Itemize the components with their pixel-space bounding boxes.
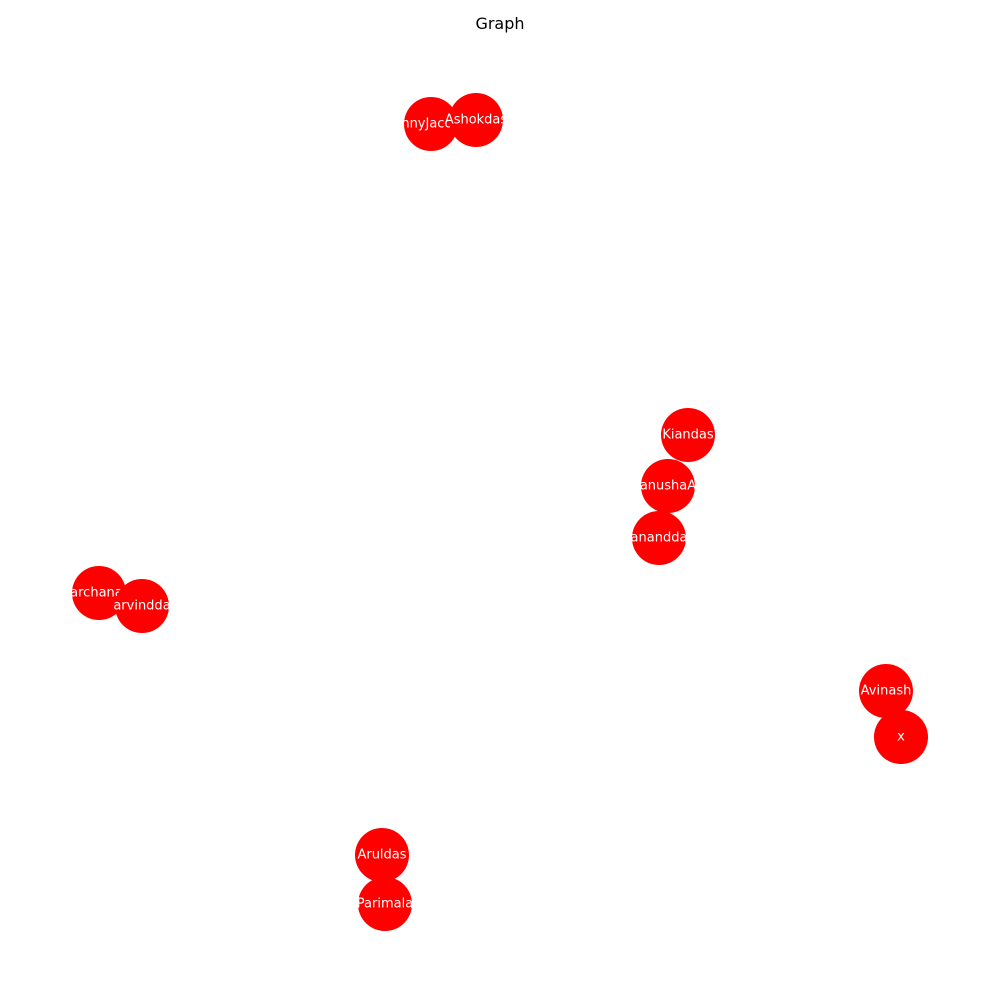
node-circle: [404, 97, 458, 151]
graph-node: x: [874, 710, 928, 764]
graph-node: Aruldas: [355, 828, 409, 882]
graph-node: arvindda: [113, 579, 171, 633]
graph-node: Ashokdas: [445, 93, 508, 147]
node-label: Parimala: [357, 897, 413, 912]
node-label: Aruldas: [357, 848, 406, 863]
node-circle: [115, 579, 169, 633]
node-label: Ashokdas: [445, 113, 508, 128]
node-circle: [358, 877, 412, 931]
node-circle: [874, 710, 928, 764]
node-circle: [449, 93, 503, 147]
node-label: anandda: [631, 531, 688, 546]
graph-title: Graph: [475, 14, 524, 33]
node-circle: [859, 664, 913, 718]
node-circle: [661, 408, 715, 462]
graph-node: archanat: [70, 566, 128, 620]
node-label: Kiandas: [662, 428, 714, 443]
node-label: archanat: [70, 586, 128, 601]
node-label: nnyJacob: [401, 117, 460, 132]
node-label: Avinash: [861, 684, 912, 699]
graph-node: Avinash: [859, 664, 913, 718]
node-label: x: [897, 730, 905, 745]
node-circle: [641, 459, 695, 513]
node-circle: [355, 828, 409, 882]
node-circle: [632, 511, 686, 565]
node-label: anushaA: [640, 479, 696, 494]
graph-node: nnyJacob: [401, 97, 461, 151]
node-circle: [72, 566, 126, 620]
graph-node: anushaA: [640, 459, 696, 513]
graph-node: Kiandas: [661, 408, 715, 462]
graph-node: Parimala: [357, 877, 413, 931]
node-label: arvindda: [113, 599, 170, 614]
graph-node: anandda: [631, 511, 688, 565]
